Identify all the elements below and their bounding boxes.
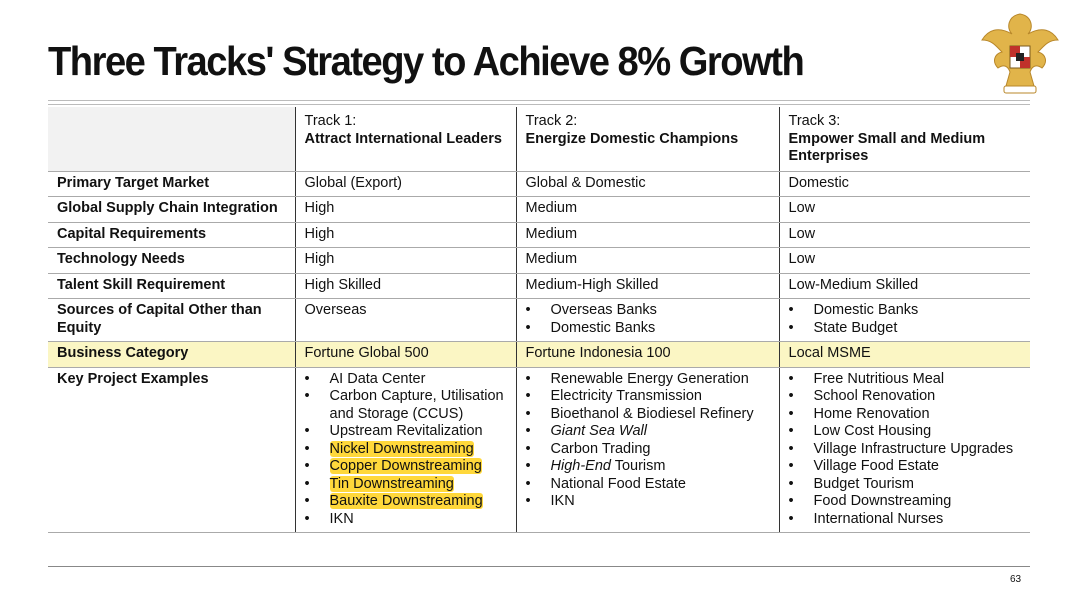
emblem: [981, 13, 1059, 94]
cell: Low: [778, 222, 1030, 248]
list-item: Carbon Capture, Utilisation and Storage …: [305, 388, 507, 423]
list-item: International Nurses: [789, 511, 1022, 529]
cell: High Skilled: [294, 273, 516, 299]
bullet-list: AI Data CenterCarbon Capture, Utilisatio…: [305, 371, 507, 529]
item-text: Nickel Downstreaming: [329, 440, 474, 457]
track-number: Track 1:: [304, 113, 357, 129]
cell: Low-Medium Skilled: [778, 273, 1030, 299]
list-item: Village Infrastructure Upgrades: [789, 441, 1022, 459]
list-item: Free Nutritious Meal: [789, 371, 1022, 389]
track-number: Track 2:: [525, 113, 578, 129]
text-part: Tourism: [610, 458, 666, 474]
table-row: Primary Target Market Global (Export) Glob…: [48, 171, 1030, 197]
cell: Medium-High Skilled: [515, 273, 779, 299]
list-item: Bioethanol & Biodiesel Refinery: [526, 406, 770, 424]
cell: Global (Export): [294, 171, 516, 197]
cell: Medium: [515, 222, 779, 248]
strategy-table: Track 1: Attract International Leaders Tra…: [48, 107, 1030, 533]
cell: Fortune Indonesia 100: [515, 341, 779, 368]
list-item: National Food Estate: [526, 476, 770, 494]
cell: AI Data CenterCarbon Capture, Utilisatio…: [294, 367, 516, 533]
cell: Free Nutritious MealSchool RenovationHom…: [778, 367, 1030, 533]
track-number: Track 3:: [788, 113, 841, 129]
list-item: Electricity Transmission: [526, 388, 770, 406]
list-item: School Renovation: [789, 388, 1022, 406]
header-cell: [48, 107, 295, 172]
row-label: Sources of Capital Other than Equity: [48, 298, 295, 342]
cell: High: [294, 222, 516, 248]
cell: Medium: [515, 196, 779, 223]
cell: High: [294, 247, 516, 274]
header-cell: Track 3: Empower Small and Medium Enterpr…: [778, 107, 1030, 172]
bullet-list: Free Nutritious MealSchool RenovationHom…: [789, 371, 1022, 529]
row-label: Business Category: [48, 341, 295, 368]
cell: Fortune Global 500: [294, 341, 516, 368]
header-row: Track 1: Attract International Leaders Tra…: [48, 107, 1030, 172]
list-item: Upstream Revitalization: [305, 423, 507, 441]
list-item: Village Food Estate: [789, 458, 1022, 476]
list-item: Domestic Banks: [526, 320, 770, 338]
track-name: Attract International Leaders: [304, 130, 502, 147]
list-item: Bauxite Downstreaming: [305, 493, 507, 511]
list-item: AI Data Center: [305, 371, 507, 389]
row-label: Key Project Examples: [48, 367, 295, 533]
bullet-list: Renewable Energy GenerationElectricity T…: [526, 371, 770, 511]
table-row: Capital Requirements High Medium Low: [48, 222, 1030, 248]
bullet-list: Domestic BanksState Budget: [789, 302, 1022, 337]
track-name: Energize Domestic Champions: [525, 130, 739, 147]
cell: High: [294, 196, 516, 223]
row-label: Primary Target Market: [48, 171, 295, 197]
header-cell: Track 2: Energize Domestic Champions: [515, 107, 779, 172]
item-text: Tin Downstreaming: [329, 475, 454, 492]
list-item: Carbon Trading: [526, 441, 770, 459]
list-item: IKN: [526, 493, 770, 511]
list-item: Budget Tourism: [789, 476, 1022, 494]
list-item: Tin Downstreaming: [305, 475, 507, 494]
cell: Renewable Energy GenerationElectricity T…: [515, 367, 779, 533]
page-number: 63: [1010, 574, 1022, 585]
row-label: Talent Skill Requirement: [48, 273, 295, 299]
item-text: Giant Sea Wall: [550, 423, 647, 439]
list-item: Overseas Banks: [526, 302, 770, 320]
item-text: Copper Downstreaming: [329, 458, 482, 474]
track-name: Empower Small and Medium Enterprises: [788, 130, 986, 165]
list-item: Low Cost Housing: [789, 423, 1022, 441]
row-label: Global Supply Chain Integration: [48, 196, 295, 223]
row-label: Capital Requirements: [48, 222, 295, 248]
cell: Overseas BanksDomestic Banks: [515, 298, 779, 342]
list-item: IKN: [305, 511, 507, 529]
list-item: Renewable Energy Generation: [526, 371, 770, 389]
rule: [48, 566, 1030, 567]
row-label: Technology Needs: [48, 247, 295, 274]
list-item: Giant Sea Wall: [526, 423, 770, 441]
list-item: Home Renovation: [789, 406, 1022, 424]
table-row: Key Project ExamplesAI Data CenterCarbon…: [48, 367, 1030, 533]
list-item: High-End Tourism: [526, 458, 770, 476]
cell: Overseas: [294, 298, 516, 342]
list-item: Domestic Banks: [789, 302, 1022, 320]
table-row: Business Category Fortune Global 500 Fortu…: [48, 341, 1030, 368]
list-item: State Budget: [789, 320, 1022, 338]
list-item: Food Downstreaming: [789, 493, 1022, 511]
list-item: Nickel Downstreaming: [305, 440, 507, 459]
text-part: High-End: [550, 458, 611, 474]
cell: Domestic BanksState Budget: [778, 298, 1030, 342]
table-row: Technology Needs High Medium Low: [48, 247, 1030, 274]
slide-title: Three Tracks' Strategy to Achieve 8% Gro…: [48, 38, 805, 84]
table-row: Global Supply Chain Integration High Mediu…: [48, 196, 1030, 223]
table-row: Talent Skill Requirement High Skilled Medi…: [48, 273, 1030, 299]
cell: Global & Domestic: [515, 171, 779, 197]
rule: [48, 100, 1030, 105]
item-text: Bauxite Downstreaming: [329, 493, 483, 509]
list-item: Copper Downstreaming: [305, 458, 507, 476]
cell: Domestic: [778, 171, 1030, 197]
header-cell: Track 1: Attract International Leaders: [294, 107, 516, 172]
cell: Medium: [515, 247, 779, 274]
bullet-list: Overseas BanksDomestic Banks: [526, 302, 770, 337]
cell: Low: [778, 196, 1030, 223]
cell: Local MSME: [778, 341, 1030, 368]
cell: Low: [778, 247, 1030, 274]
table-row: Sources of Capital Other than Equity Over…: [48, 298, 1030, 342]
